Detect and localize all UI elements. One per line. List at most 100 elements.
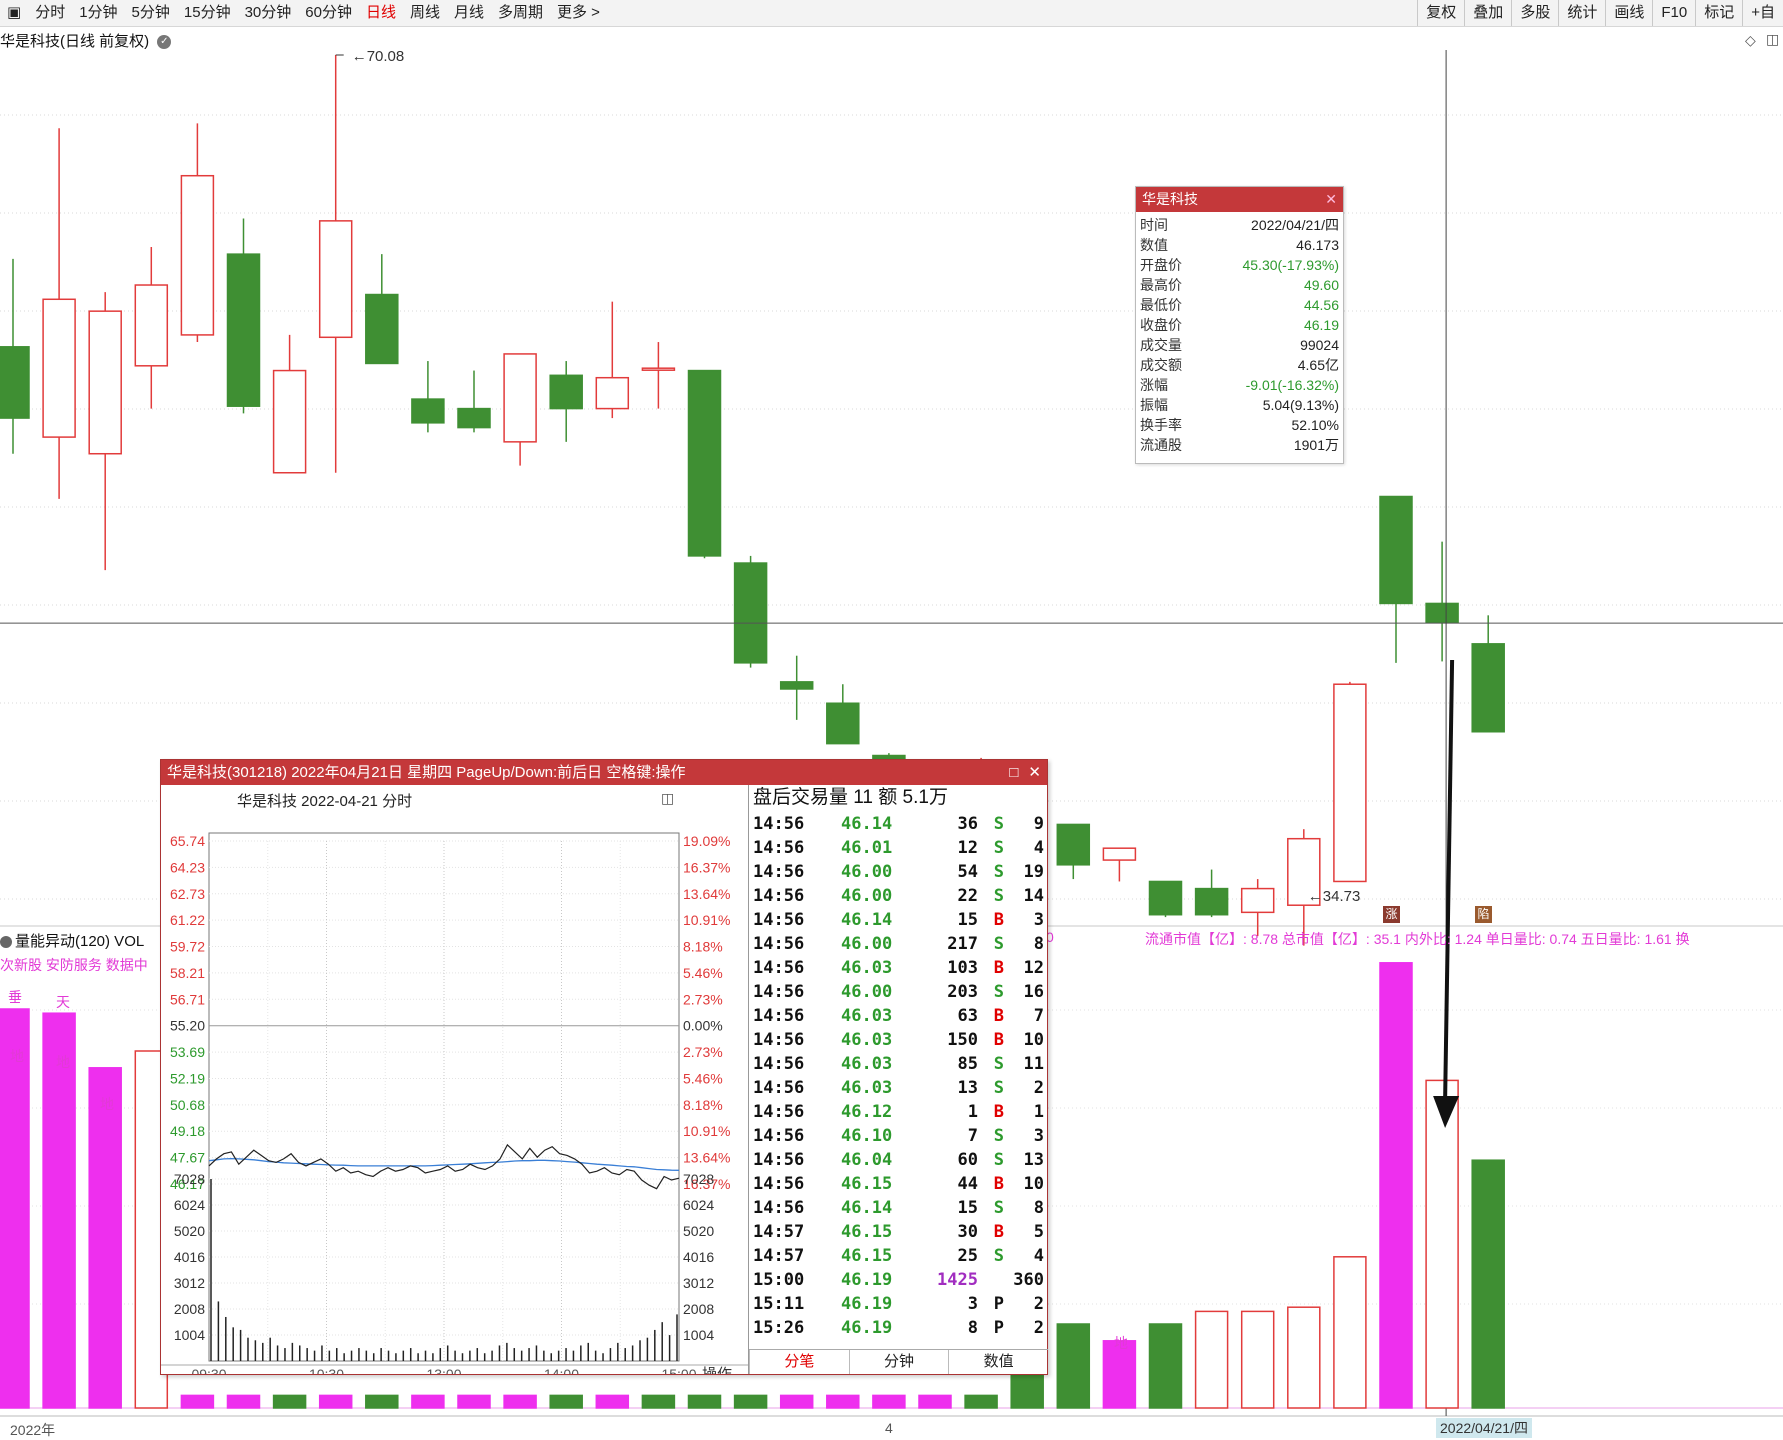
tool-button[interactable]: 标记: [1695, 0, 1742, 26]
price-tick: 58.21: [170, 965, 205, 981]
tooltip-row: 最高价 49.60: [1136, 275, 1343, 295]
layout-icon[interactable]: ◫: [1766, 31, 1780, 47]
volume-bar: [180, 1394, 215, 1409]
trade-p: 46.00: [841, 982, 893, 1002]
panel-toggle-icon[interactable]: ▣: [7, 4, 22, 21]
volume-bar: [1425, 1079, 1459, 1409]
trade-n: 19: [1023, 862, 1044, 882]
period-tab[interactable]: 多周期: [498, 4, 544, 21]
trade-row: 14:56 46.12 1 B 1: [749, 1100, 1048, 1124]
trade-row: 14:56 46.00 203 S 16: [749, 980, 1048, 1004]
candle: [641, 342, 676, 409]
layout-icon[interactable]: ◫: [661, 790, 675, 806]
close-icon[interactable]: ✕: [1028, 764, 1041, 781]
trade-bs: S: [993, 1246, 1004, 1266]
trade-bs: P: [993, 1294, 1004, 1314]
trade-row: 14:56 46.03 63 B 7: [749, 1004, 1048, 1028]
trade-row: 14:56 46.15 44 B 10: [749, 1172, 1048, 1196]
settings-circle-icon[interactable]: ✓: [157, 35, 172, 50]
time-tick: 10:30: [309, 1366, 344, 1374]
x-axis-start-label: 2022年: [10, 1422, 56, 1438]
trade-t: 14:57: [753, 1222, 805, 1242]
operate-tab[interactable]: 操作: [702, 1366, 732, 1374]
pct-tick: 10.91%: [683, 1123, 730, 1139]
trade-v: 217: [947, 934, 978, 954]
trade-tab[interactable]: 数值: [948, 1350, 1048, 1374]
indicator-gear-icon[interactable]: [0, 936, 12, 949]
period-tab[interactable]: 15分钟: [183, 4, 231, 21]
trade-bs: S: [993, 1150, 1004, 1170]
period-tab[interactable]: 周线: [409, 4, 440, 21]
volume-bar: [826, 1394, 860, 1409]
trade-bs: S: [993, 886, 1004, 906]
period-tab[interactable]: 分时: [35, 4, 66, 21]
trade-n: 12: [1023, 958, 1044, 978]
candle-body: [549, 374, 583, 410]
tool-button[interactable]: 画线: [1605, 0, 1652, 26]
indicator-title[interactable]: 量能异动(120) VOL: [0, 930, 144, 951]
trade-bs: S: [993, 838, 1004, 858]
period-tab[interactable]: 5分钟: [131, 4, 170, 21]
trade-tab[interactable]: 分笔: [749, 1350, 849, 1374]
period-tab[interactable]: 30分钟: [244, 4, 292, 21]
maximize-icon[interactable]: □: [1009, 764, 1019, 781]
volume-bar: [0, 1008, 30, 1409]
trade-bs: B: [993, 1006, 1004, 1026]
trade-v: 85: [957, 1054, 978, 1074]
price-tick: 52.19: [170, 1070, 205, 1086]
tooltip-header[interactable]: 华是科技 ✕: [1136, 187, 1343, 212]
period-tab[interactable]: 60分钟: [305, 4, 352, 21]
trade-n: 14: [1023, 886, 1044, 906]
popup-header[interactable]: 华是科技(301218) 2022年04月21日 星期四 PageUp/Down…: [161, 760, 1047, 785]
trade-v: 54: [957, 862, 978, 882]
tooltip-row: 振幅 5.04(9.13%): [1136, 395, 1343, 415]
tool-button[interactable]: 叠加: [1464, 0, 1511, 26]
candle-body: [503, 353, 537, 443]
diamond-icon[interactable]: ◇: [1745, 32, 1756, 48]
period-tab[interactable]: 更多 >: [557, 4, 600, 21]
trade-n: 3: [1033, 910, 1044, 930]
trade-p: 46.14: [841, 814, 893, 834]
vol-tick: 6024: [683, 1197, 714, 1213]
price-tick: 62.73: [170, 886, 205, 902]
pct-tick: 8.18%: [683, 939, 723, 955]
candle-body: [365, 293, 399, 365]
trade-ticks-panel: 盘后交易量 11 额 5.1万 14:56 46.14 36 S 9 14:56 46.01…: [748, 785, 1048, 1374]
volume-bar: [1056, 1323, 1091, 1409]
period-tab[interactable]: 日线: [365, 4, 396, 21]
annotation-arrow: [1443, 659, 1455, 1101]
time-tick: 15:00: [661, 1366, 696, 1374]
volume-bar: [1148, 1323, 1183, 1409]
trade-bs: S: [993, 1054, 1004, 1074]
intraday-popup[interactable]: 华是科技(301218) 2022年04月21日 星期四 PageUp/Down…: [160, 759, 1048, 1375]
candle: [226, 218, 261, 414]
trade-p: 46.14: [841, 910, 893, 930]
trade-t: 14:56: [753, 1078, 805, 1098]
tool-button[interactable]: F10: [1652, 0, 1695, 26]
trade-p: 46.19: [841, 1294, 893, 1314]
pct-tick: 5.46%: [683, 965, 723, 981]
tool-button[interactable]: 多股: [1511, 0, 1558, 26]
trade-p: 46.03: [841, 1006, 893, 1026]
tool-button[interactable]: 统计: [1558, 0, 1605, 26]
tool-button[interactable]: 复权: [1417, 0, 1464, 26]
time-tick: 14:00: [544, 1366, 579, 1374]
trade-bs: S: [993, 1198, 1004, 1218]
trade-t: 15:00: [753, 1270, 805, 1290]
volume-bar: [641, 1394, 676, 1409]
tooltip-row: 最低价 44.56: [1136, 295, 1343, 315]
price-tick: 61.22: [170, 912, 205, 928]
period-tab[interactable]: 月线: [453, 4, 484, 21]
close-icon[interactable]: ✕: [1325, 191, 1337, 207]
period-tab[interactable]: 1分钟: [79, 4, 118, 21]
tool-button[interactable]: +自: [1742, 0, 1783, 26]
period-toolbar: ▣ 分时 1分钟 5分钟 15分钟 30分钟 60分钟 日线 周线 月线 多周期 更多 > 复权 叠加…: [0, 0, 1783, 27]
trade-row: 14:56 46.00 54 S 19: [749, 860, 1048, 884]
trade-p: 46.03: [841, 1054, 893, 1074]
data-tooltip-window[interactable]: 华是科技 ✕ 时间 2022/04/21/四 数值 46.173 开盘价 45.30(-1…: [1135, 186, 1344, 464]
candle-body: [226, 253, 261, 407]
pct-tick: 5.46%: [683, 1070, 723, 1086]
trade-tab[interactable]: 分钟: [848, 1350, 949, 1374]
trade-p: 46.03: [841, 1078, 893, 1098]
trade-v: 1425: [937, 1270, 978, 1290]
